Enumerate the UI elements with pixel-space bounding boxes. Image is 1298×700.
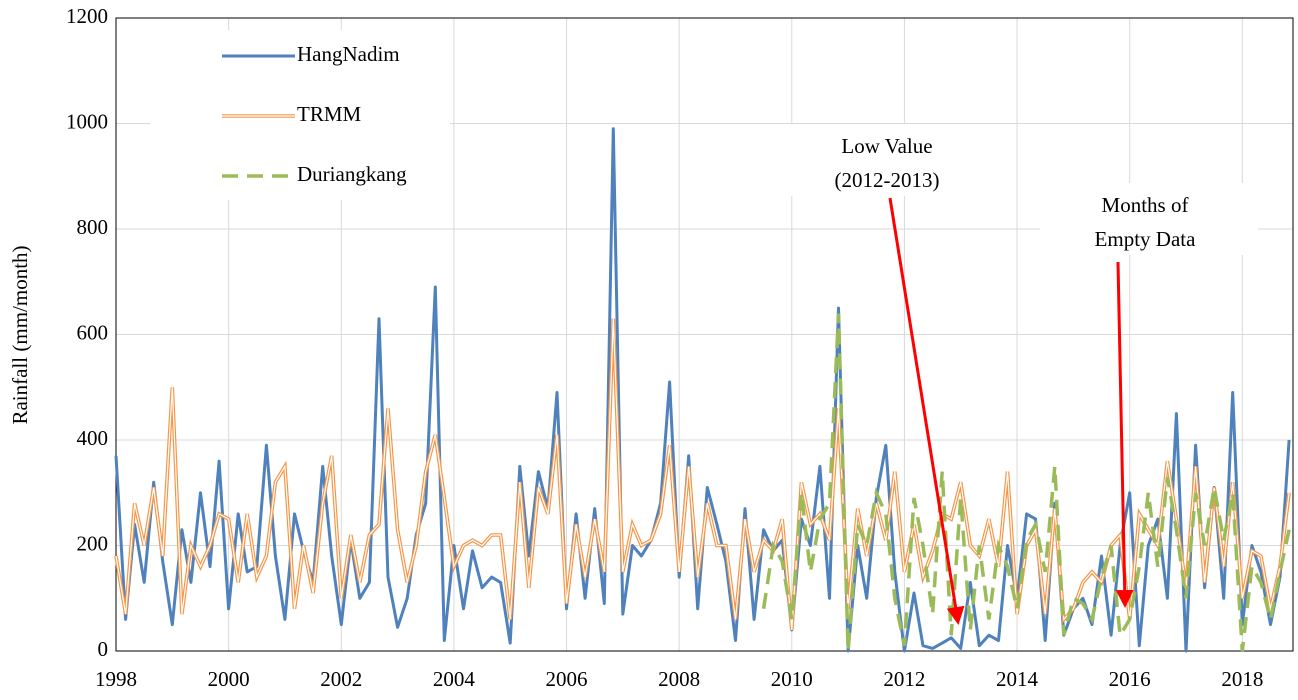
x-tick-label: 2010 (771, 667, 813, 691)
x-tick-label: 2008 (658, 667, 700, 691)
x-tick-label: 2006 (546, 667, 588, 691)
x-tick-label: 2014 (996, 667, 1039, 691)
y-tick-label: 800 (77, 215, 109, 239)
y-tick-label: 600 (77, 320, 109, 344)
x-tick-label: 2018 (1221, 667, 1263, 691)
y-tick-label: 0 (98, 637, 109, 661)
series-line (114, 318, 1291, 631)
y-tick-label: 1000 (66, 109, 108, 133)
annotation-text: Months of (1102, 193, 1189, 217)
x-tick-label: 2002 (320, 667, 362, 691)
x-tick-label: 2004 (433, 667, 476, 691)
y-tick-label: 200 (77, 531, 109, 555)
y-tick-label: 400 (77, 426, 109, 450)
annotation-box (1040, 183, 1258, 255)
x-tick-label: 1998 (95, 667, 137, 691)
x-tick-label: 2000 (208, 667, 250, 691)
x-tick-label: 2012 (883, 667, 925, 691)
legend-label: Duriangkang (297, 162, 407, 186)
annotation-arrow (888, 197, 965, 625)
legend-box (150, 30, 450, 200)
legend-label: HangNadim (297, 42, 400, 66)
annotation-box (770, 124, 1002, 196)
y-axis-label: Rainfall (mm/month) (8, 245, 32, 424)
x-tick-label: 2016 (1109, 667, 1151, 691)
series-line (115, 318, 1290, 630)
annotation-arrow (1115, 261, 1134, 608)
legend-label: TRMM (297, 102, 362, 126)
y-tick-label: 1200 (66, 4, 108, 28)
annotation-text: Low Value (841, 134, 932, 158)
annotation-text: (2012-2013) (835, 168, 940, 192)
plot-border (115, 17, 1294, 652)
series-line (761, 313, 1291, 652)
annotation-text: Empty Data (1095, 227, 1197, 251)
